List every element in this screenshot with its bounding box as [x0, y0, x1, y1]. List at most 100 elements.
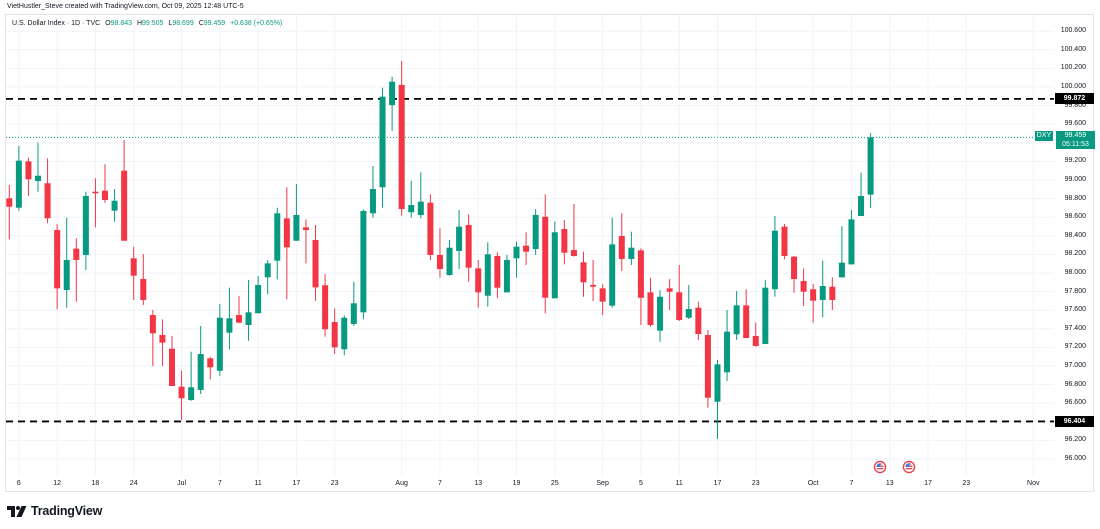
- candle: [800, 268, 807, 307]
- price-axis-label: 97.800: [1064, 287, 1086, 295]
- us-flag-event-icon[interactable]: [902, 460, 916, 474]
- candle: [503, 254, 510, 293]
- candle: [590, 259, 597, 301]
- candle-body: [628, 247, 635, 259]
- candle: [446, 239, 453, 276]
- price-axis-label: 98.800: [1064, 194, 1086, 202]
- candle: [838, 226, 845, 278]
- price-axis-label: 97.200: [1064, 343, 1086, 351]
- candle: [168, 335, 175, 386]
- candle-body: [235, 315, 242, 323]
- price-axis-label: 98.400: [1064, 231, 1086, 239]
- candle: [207, 356, 214, 380]
- candle: [274, 207, 281, 280]
- tradingview-branding: TradingView: [7, 503, 102, 519]
- candle: [599, 284, 606, 316]
- time-axis-label: 7: [849, 480, 854, 487]
- time-axis-label: Sep: [596, 480, 609, 487]
- last-price-label: 99.459 05:11:53: [1056, 131, 1095, 149]
- grid-lines: [6, 15, 1054, 476]
- candle: [810, 283, 817, 323]
- candle-body: [657, 296, 664, 331]
- price-axis-label: 99.800: [1064, 101, 1086, 109]
- candle-body: [350, 303, 357, 324]
- open-value: 98.843: [110, 20, 133, 27]
- candle: [676, 265, 683, 321]
- candle-body: [484, 254, 491, 296]
- candle-body: [848, 219, 855, 265]
- candle: [130, 246, 137, 300]
- price-axis-label: 97.400: [1064, 324, 1086, 332]
- candle: [858, 172, 865, 216]
- time-axis-label: 23: [751, 480, 760, 487]
- time-axis-label: 7: [437, 480, 442, 487]
- candle-body: [15, 160, 22, 208]
- candle: [465, 214, 472, 282]
- candle-body: [102, 190, 108, 200]
- candle-body: [360, 210, 367, 313]
- candle-body: [274, 213, 281, 261]
- candle-body: [25, 161, 32, 180]
- candle-body: [341, 317, 348, 350]
- price-axis-label: 100.000: [1060, 83, 1086, 90]
- candle-body: [781, 226, 788, 256]
- time-axis-label: Oct: [807, 480, 819, 487]
- candle-body: [149, 315, 156, 334]
- candle: [427, 194, 434, 260]
- tradingview-logo-icon: [7, 505, 27, 517]
- candle-body: [216, 317, 223, 371]
- candle: [628, 231, 635, 266]
- candle: [197, 326, 204, 394]
- candle: [322, 274, 329, 337]
- time-axis-label: 17: [292, 480, 301, 487]
- time-axis-label: 24: [129, 480, 138, 487]
- candle-body: [791, 256, 798, 280]
- candle-body: [264, 263, 271, 278]
- candle: [264, 259, 271, 295]
- candle-body: [188, 387, 195, 401]
- candle-body: [398, 84, 405, 210]
- time-axis-label: 11: [254, 480, 262, 487]
- candle: [829, 277, 836, 311]
- candle-body: [523, 245, 530, 252]
- candle: [714, 359, 721, 440]
- candle: [54, 224, 61, 310]
- candle-body: [494, 255, 501, 288]
- us-flag-event-icon[interactable]: [873, 460, 887, 474]
- candle: [149, 310, 156, 366]
- candle-body: [858, 195, 865, 216]
- candle: [513, 241, 520, 278]
- candle-body: [446, 247, 453, 276]
- candle-body: [302, 227, 309, 231]
- level-price-label: 99.872: [1055, 93, 1094, 105]
- candle-body: [178, 386, 185, 399]
- candle: [695, 301, 702, 340]
- time-axis-label: 11: [675, 480, 683, 487]
- candle: [92, 178, 99, 228]
- candle: [15, 145, 22, 211]
- candle: [6, 185, 13, 240]
- candle-body: [695, 307, 702, 335]
- candle-body: [6, 198, 13, 207]
- candle: [369, 165, 376, 218]
- time-axis-label: Jul: [177, 480, 187, 487]
- candle: [743, 289, 750, 339]
- candle: [436, 228, 443, 278]
- candle-body: [35, 175, 42, 182]
- time-axis-label: 17: [924, 480, 932, 487]
- candle-body: [551, 232, 558, 299]
- price-axis-label: 99.200: [1064, 157, 1086, 165]
- candle: [724, 310, 731, 381]
- candle-body: [331, 322, 338, 348]
- candle: [484, 242, 491, 307]
- candle-body: [838, 262, 845, 278]
- price-axis-label: 99.600: [1064, 120, 1086, 128]
- candle-body: [503, 259, 510, 293]
- candle: [848, 210, 855, 265]
- candle-body: [207, 358, 214, 368]
- chart-legend: U.S. Dollar Index · 1D · TVC O98.843 H99…: [12, 19, 285, 28]
- price-axis-label: 98.000: [1064, 269, 1086, 276]
- candle-body: [647, 292, 654, 325]
- price-axis-label: 96.800: [1064, 380, 1086, 388]
